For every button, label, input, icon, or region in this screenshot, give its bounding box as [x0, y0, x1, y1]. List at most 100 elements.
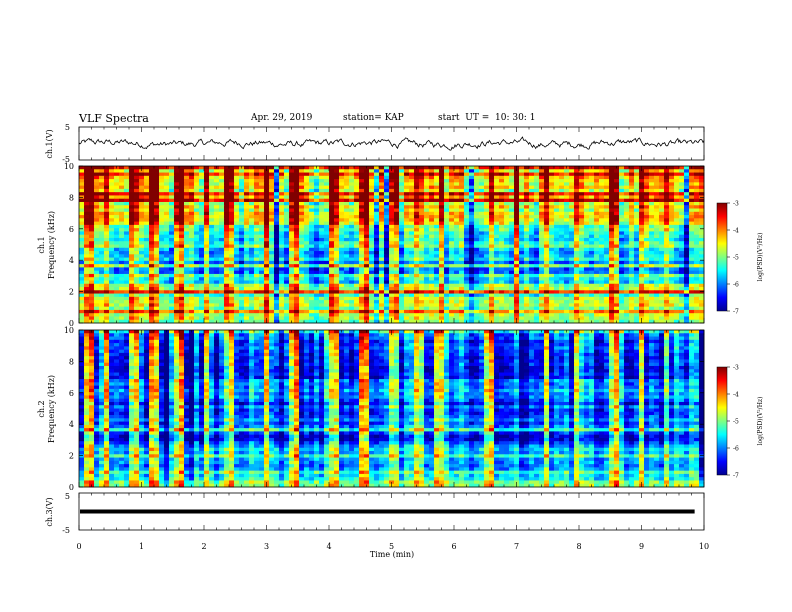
spectrogram-cell [314, 257, 320, 262]
spectrogram-cell [669, 247, 675, 252]
spectrogram-cell [89, 247, 95, 252]
spectrogram-cell [289, 172, 295, 177]
spectrogram-cell [579, 192, 585, 196]
spectrogram-cell [669, 221, 675, 226]
spectrogram-cell [349, 211, 355, 216]
spectrogram-cell [129, 198, 135, 203]
spectrogram-cell [359, 198, 365, 203]
spectrogram-cell [534, 290, 540, 294]
spectrogram-cell [239, 169, 245, 173]
spectrogram-cell [499, 169, 505, 173]
spectrogram-cell [89, 192, 95, 196]
spectrogram-cell [479, 188, 485, 193]
spectrogram-cell [564, 231, 570, 236]
spectrogram-cell [539, 201, 545, 206]
spectrogram-cell [144, 237, 150, 242]
spectrogram-cell [674, 267, 680, 272]
spectrogram-cell [304, 224, 310, 229]
spectrogram-cell [484, 221, 490, 226]
spectrogram-cell [149, 211, 155, 216]
spectrogram-cell [474, 169, 480, 173]
spectrogram-cell [614, 224, 620, 229]
spectrogram-cell [269, 179, 275, 183]
spectrogram-cell [379, 185, 385, 190]
spectrogram-cell [194, 241, 200, 245]
spectrogram-cell [404, 221, 410, 226]
spectrogram-cell [604, 280, 610, 285]
spectrogram-cell [319, 260, 325, 265]
spectrogram-cell [559, 169, 565, 173]
spectrogram-cell [274, 287, 280, 291]
spectrogram-cell [434, 166, 440, 170]
spectrogram-cell [694, 237, 700, 242]
spectrogram-cell [149, 237, 155, 242]
spectrogram-cell [369, 264, 375, 268]
spectrogram-cell [154, 290, 160, 294]
spectrogram-cell [564, 260, 570, 265]
spectrogram-cell [129, 251, 135, 255]
spectrogram-cell [359, 257, 365, 262]
spectrogram-cell [394, 211, 400, 216]
spectrogram-cell [364, 273, 370, 278]
spectrogram-cell [104, 290, 110, 294]
spectrogram-cell [409, 247, 415, 252]
spectrogram-cell [489, 254, 495, 258]
spectrogram-cell [394, 175, 400, 180]
spectrogram-cell [469, 224, 475, 229]
spectrogram-cell [299, 270, 305, 275]
spectrogram-cell [174, 287, 180, 291]
spectrogram-cell [154, 218, 160, 222]
spectrogram-cell [614, 188, 620, 193]
spectrogram-cell [594, 283, 600, 288]
spectrogram-cell [654, 287, 660, 291]
spectrogram-cell [529, 241, 535, 245]
spectrogram-cell [209, 287, 215, 291]
spectrogram-cell [574, 287, 580, 291]
spectrogram-cell [344, 280, 350, 285]
spectrogram-cell [199, 267, 205, 272]
spectrogram-cell [224, 175, 230, 180]
spectrogram-cell [564, 244, 570, 249]
spectrogram-cell [269, 224, 275, 229]
spectrogram-cell [469, 228, 475, 232]
spectrogram-cell [454, 247, 460, 252]
spectrogram-cell [469, 192, 475, 196]
spectrogram-cell [144, 188, 150, 193]
spectrogram-cell [79, 260, 85, 265]
spectrogram-cell [184, 287, 190, 291]
spectrogram-cell [129, 195, 135, 200]
spectrogram-cell [594, 205, 600, 209]
spectrogram-cell [254, 280, 260, 285]
spectrogram-cell [529, 277, 535, 281]
spectrogram-cell [514, 273, 520, 278]
spectrogram-cell [334, 244, 340, 249]
spectrogram-cell [299, 192, 305, 196]
spectrogram-cell [479, 221, 485, 226]
spectrogram-cell [589, 273, 595, 278]
spectrogram-cell [124, 280, 130, 285]
spectrogram-cell [404, 287, 410, 291]
spectrogram-cell [249, 211, 255, 216]
spectrogram-cell [614, 267, 620, 272]
spectrogram-cell [274, 211, 280, 216]
spectrogram-cell [539, 257, 545, 262]
spectrogram-cell [204, 224, 210, 229]
spectrogram-cell [414, 247, 420, 252]
spectrogram-cell [214, 231, 220, 236]
spectrogram-cell [349, 231, 355, 236]
spectrogram-cell [129, 208, 135, 213]
spectrogram-cell [394, 224, 400, 229]
spectrogram-cell [194, 195, 200, 200]
spectrogram-cell [414, 198, 420, 203]
spectrogram-cell [429, 283, 435, 288]
spectrogram-cell [379, 182, 385, 187]
spectrogram-cell [89, 182, 95, 187]
spectrogram-cell [609, 215, 615, 219]
spectrogram-cell [589, 290, 595, 294]
spectrogram-cell [634, 234, 640, 239]
spectrogram-cell [409, 182, 415, 187]
spectrogram-cell [109, 267, 115, 272]
spectrogram-cell [379, 188, 385, 193]
spectrogram-cell [134, 257, 140, 262]
spectrogram-cell [474, 228, 480, 232]
